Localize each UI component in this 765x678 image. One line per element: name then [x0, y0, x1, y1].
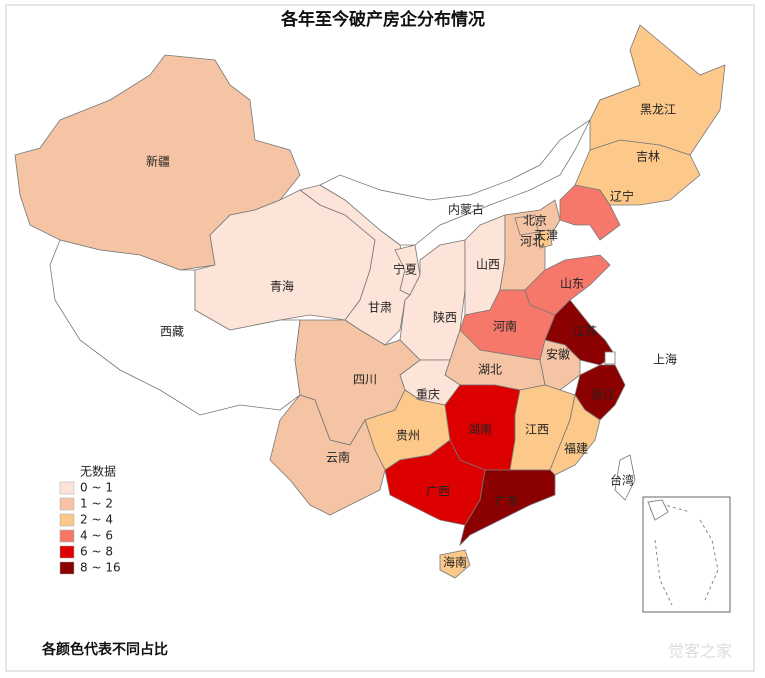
footnote: 各颜色代表不同占比	[41, 641, 168, 658]
province-label: 湖北	[478, 362, 502, 377]
province-label: 河北	[520, 235, 544, 249]
legend-label: 8 ~ 16	[80, 561, 121, 575]
province-label: 广西	[426, 485, 450, 499]
legend-swatch	[59, 529, 75, 543]
legend-swatch	[59, 561, 75, 575]
province-shape	[499, 199, 561, 291]
province-shape	[439, 549, 471, 579]
province-shape	[537, 229, 553, 249]
province-label: 天津	[534, 229, 558, 243]
provinces	[14, 24, 726, 579]
legend: 无数据 0 ~ 1 1 ~ 2 2 ~ 4 4 ~ 6 6 ~ 8 8 ~ 16	[59, 464, 121, 575]
province-label: 广东	[495, 495, 519, 509]
province-label: 吉林	[636, 150, 660, 164]
province-label: 台湾	[610, 473, 634, 488]
province-label: 重庆	[416, 388, 440, 402]
province-label: 山西	[476, 258, 500, 272]
province-label: 山东	[560, 277, 584, 291]
province-label: 甘肃	[368, 301, 392, 315]
province-label: 青海	[270, 279, 294, 294]
legend-label: 无数据	[80, 464, 116, 479]
legend-swatch	[59, 481, 75, 495]
watermark: 觉客之家	[668, 642, 732, 661]
province-label: 四川	[353, 373, 377, 387]
legend-label: 6 ~ 8	[80, 545, 113, 559]
legend-label: 2 ~ 4	[80, 513, 113, 527]
map-title: 各年至今破产房企分布情况	[280, 9, 485, 30]
province-label: 陕西	[433, 310, 457, 325]
inset-boundary	[649, 504, 719, 606]
province-shape	[589, 24, 726, 156]
province-label: 安徽	[546, 347, 570, 362]
province-label: 浙江	[591, 388, 615, 402]
south-china-sea-inset	[642, 496, 731, 613]
province-label: 海南	[443, 555, 467, 570]
inset-coast	[647, 499, 669, 521]
province-label: 黑龙江	[640, 103, 676, 117]
province-label: 贵州	[396, 429, 420, 443]
province-label: 宁夏	[393, 262, 417, 277]
legend-label: 1 ~ 2	[80, 497, 113, 511]
province-label: 福建	[564, 441, 588, 456]
province-label: 上海	[653, 352, 677, 367]
province-shape	[614, 454, 636, 501]
legend-swatch	[59, 513, 75, 527]
province-label: 河南	[493, 319, 517, 334]
province-label: 辽宁	[610, 189, 634, 204]
legend-swatch	[59, 497, 75, 511]
province-label: 内蒙古	[448, 202, 484, 217]
province-shape	[549, 393, 601, 476]
province-label: 江苏	[573, 325, 597, 339]
legend-label: 4 ~ 6	[80, 529, 113, 543]
province-label: 湖南	[468, 422, 492, 437]
province-label: 北京	[523, 214, 547, 228]
province-shape	[269, 394, 386, 516]
province-shape	[604, 351, 616, 365]
legend-swatch	[59, 545, 75, 559]
province-shape	[459, 469, 556, 547]
province-label: 新疆	[146, 154, 170, 169]
legend-label: 0 ~ 1	[80, 481, 113, 495]
province-label: 云南	[326, 450, 350, 465]
province-label: 西藏	[160, 325, 184, 339]
province-label: 江西	[525, 423, 549, 437]
